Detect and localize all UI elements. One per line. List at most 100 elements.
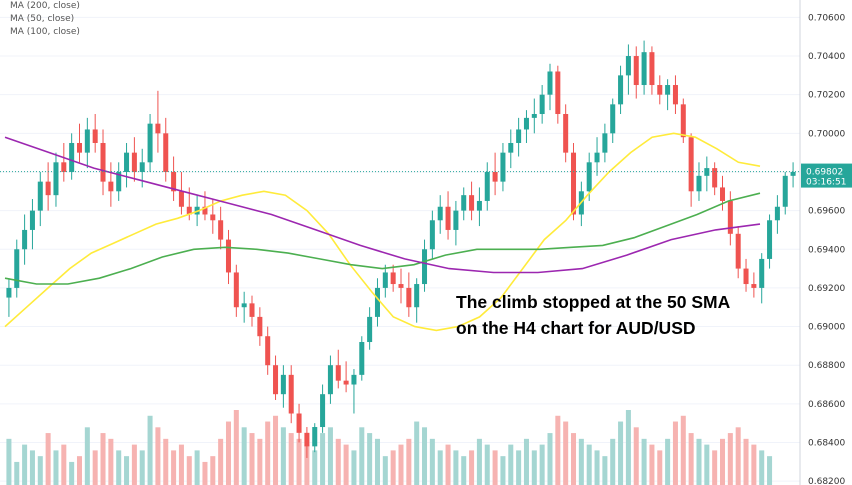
volume-bar [202, 461, 208, 485]
candle-body [759, 258, 765, 288]
candle [602, 123, 608, 163]
candle [594, 137, 600, 176]
candle-body [429, 220, 435, 250]
legend-item[interactable]: MA (200, close) [10, 1, 80, 11]
candle [6, 278, 12, 317]
volume-bar [500, 456, 506, 485]
candle-body [751, 284, 757, 288]
volume-bar [124, 456, 130, 485]
candle [437, 195, 443, 234]
candle [547, 63, 553, 111]
volume-bar [296, 438, 302, 485]
volume-bar [743, 438, 749, 485]
candle-body [492, 171, 498, 182]
volume-bar [406, 438, 412, 485]
candle-body [398, 284, 404, 288]
volume-bar [390, 450, 396, 485]
candle-body [343, 380, 349, 385]
legend-item[interactable]: MA (50, close) [10, 14, 75, 24]
candle [618, 65, 624, 115]
candle [484, 162, 490, 211]
volume-bar [155, 427, 161, 485]
volume-bar [22, 444, 28, 485]
candle [571, 142, 577, 221]
candle [296, 403, 302, 443]
candle-body [767, 220, 773, 259]
volume-bar [531, 450, 537, 485]
volume-bar [171, 450, 177, 485]
volume-bar [280, 427, 286, 485]
volume-bar [712, 450, 718, 485]
candle-body [563, 114, 569, 153]
candle [76, 123, 83, 163]
y-tick-label: 0.69600 [808, 207, 845, 217]
volume-bar [641, 438, 647, 485]
candle [22, 214, 28, 265]
volume-bar [37, 456, 43, 485]
volume-bar [727, 433, 733, 485]
annotation-line: on the H4 chart for AUD/USD [456, 318, 696, 338]
volume-bar [649, 444, 655, 485]
volume-bar [69, 461, 75, 485]
volume-bar [84, 427, 90, 485]
volume-bar [29, 450, 35, 485]
candle-body [680, 104, 686, 138]
candle [202, 191, 208, 221]
legend-item[interactable]: MA (100, close) [10, 27, 80, 37]
candle-body [618, 75, 624, 105]
candle [241, 291, 247, 323]
candle [610, 98, 616, 143]
candle-body [304, 432, 310, 447]
volume-bar [225, 421, 231, 485]
candle-body [594, 152, 600, 163]
volume-bar [422, 427, 428, 485]
candle-body [641, 52, 647, 86]
candle-body [782, 175, 788, 207]
candle-body [555, 71, 561, 115]
candle [265, 326, 271, 375]
candle [531, 98, 537, 134]
volume-bar [45, 433, 51, 485]
y-tick-label: 0.69200 [808, 284, 845, 294]
moving-averages [4, 132, 761, 332]
candle [14, 239, 20, 298]
candle [641, 40, 647, 95]
candle [312, 423, 318, 453]
candle-body [649, 52, 655, 86]
volume-bar [633, 427, 639, 485]
candle [649, 46, 655, 95]
candle-body [218, 220, 224, 240]
volume-bar [571, 433, 577, 485]
candle [422, 239, 428, 292]
volume-bar [484, 444, 490, 485]
candle [767, 214, 773, 269]
candle [163, 117, 169, 182]
candle [280, 365, 286, 408]
candle-body [320, 394, 326, 428]
volume-bar [178, 444, 184, 485]
candle [171, 156, 177, 201]
candle-body [335, 365, 341, 381]
candle-body [155, 123, 161, 134]
candle [712, 162, 718, 196]
volume-bar [320, 433, 326, 485]
volume-bar [429, 438, 435, 485]
y-tick-label: 0.69000 [808, 323, 845, 333]
candle-body [45, 181, 51, 196]
candle-body [171, 171, 177, 192]
candle [178, 171, 184, 215]
candle-body [602, 133, 608, 153]
candle-body [445, 206, 451, 230]
candle-body [531, 114, 537, 118]
candle [84, 117, 90, 169]
candle-body [696, 175, 702, 192]
candle-body [163, 133, 169, 172]
candle-body [665, 85, 671, 95]
volume-bar [759, 450, 765, 485]
volume-bars [6, 410, 773, 485]
candle-body [516, 129, 522, 143]
candle [453, 200, 459, 246]
